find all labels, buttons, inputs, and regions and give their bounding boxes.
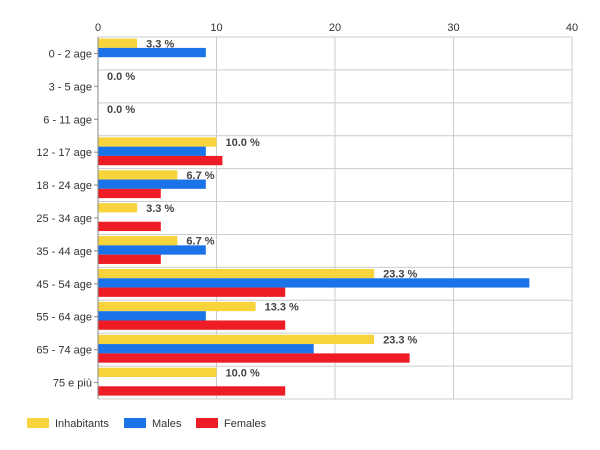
bar-females (98, 386, 286, 396)
x-axis-ticks: 0 10 20 30 40 (95, 22, 578, 34)
data-label: 10.0 % (226, 137, 260, 149)
x-tick-label: 20 (329, 22, 341, 34)
legend-swatch-males (124, 418, 146, 428)
grid (97, 36, 573, 400)
data-labels: 3.3 % 0.0 % 0.0 % 10.0 % 6.7 % 3.3 % 6.7 % 23.3… (107, 38, 418, 379)
bar-males (98, 179, 206, 189)
bar-inhabitants (98, 38, 138, 48)
bars (98, 38, 530, 396)
category-label: 55 - 64 age (36, 312, 92, 324)
bar-males (98, 47, 206, 58)
legend-label: Males (152, 418, 182, 430)
data-label: 13.3 % (265, 302, 299, 314)
category-label: 0 - 2 age (49, 48, 92, 60)
bar-inhabitants (98, 203, 138, 213)
category-label: 12 - 17 age (36, 147, 92, 159)
legend-label: Inhabitants (55, 418, 109, 430)
data-label: 6.7 % (186, 236, 214, 248)
category-label: 6 - 11 age (43, 114, 92, 126)
legend-swatch-females (196, 418, 218, 428)
category-label: 35 - 44 age (36, 246, 92, 258)
legend: Inhabitants Males Females (27, 418, 267, 430)
data-label: 10.0 % (226, 367, 260, 379)
x-tick-label: 30 (447, 22, 459, 34)
bar-males (98, 311, 206, 321)
bar-males (98, 146, 206, 156)
bar-inhabitants (98, 301, 256, 312)
data-label: 6.7 % (186, 170, 214, 182)
bar-females (98, 254, 161, 264)
category-label: 18 - 24 age (36, 180, 92, 192)
legend-swatch-inhabitants (27, 418, 49, 428)
data-label: 3.3 % (146, 38, 174, 50)
x-tick-label: 10 (210, 22, 222, 34)
category-axis: 0 - 2 age 3 - 5 age 6 - 11 age 12 - 17 age 1… (36, 37, 99, 399)
data-label: 0.0 % (107, 71, 135, 83)
bar-females (98, 353, 410, 363)
bar-males (98, 245, 206, 255)
bar-females (98, 188, 161, 199)
category-label: 45 - 54 age (36, 279, 92, 291)
category-label: 3 - 5 age (49, 81, 92, 93)
bar-inhabitants (98, 137, 217, 147)
data-label: 23.3 % (383, 334, 417, 346)
data-label: 3.3 % (146, 203, 174, 215)
x-tick-label: 40 (566, 22, 578, 34)
bar-inhabitants (98, 170, 178, 180)
bar-inhabitants (98, 367, 217, 377)
bar-males (98, 278, 530, 288)
data-label: 23.3 % (383, 269, 417, 281)
category-label: 75 e più (53, 378, 92, 390)
category-label: 25 - 34 age (36, 213, 92, 225)
category-label: 65 - 74 age (36, 345, 92, 357)
legend-label: Females (224, 418, 267, 430)
bar-inhabitants (98, 236, 178, 246)
bar-females (98, 320, 286, 330)
bar-females (98, 221, 161, 232)
bar-inhabitants (98, 268, 375, 279)
data-label: 0.0 % (107, 104, 135, 116)
bar-females (98, 287, 286, 297)
bar-inhabitants (98, 334, 375, 345)
x-tick-label: 0 (95, 22, 101, 34)
bar-males (98, 344, 314, 354)
bar-females (98, 155, 223, 166)
